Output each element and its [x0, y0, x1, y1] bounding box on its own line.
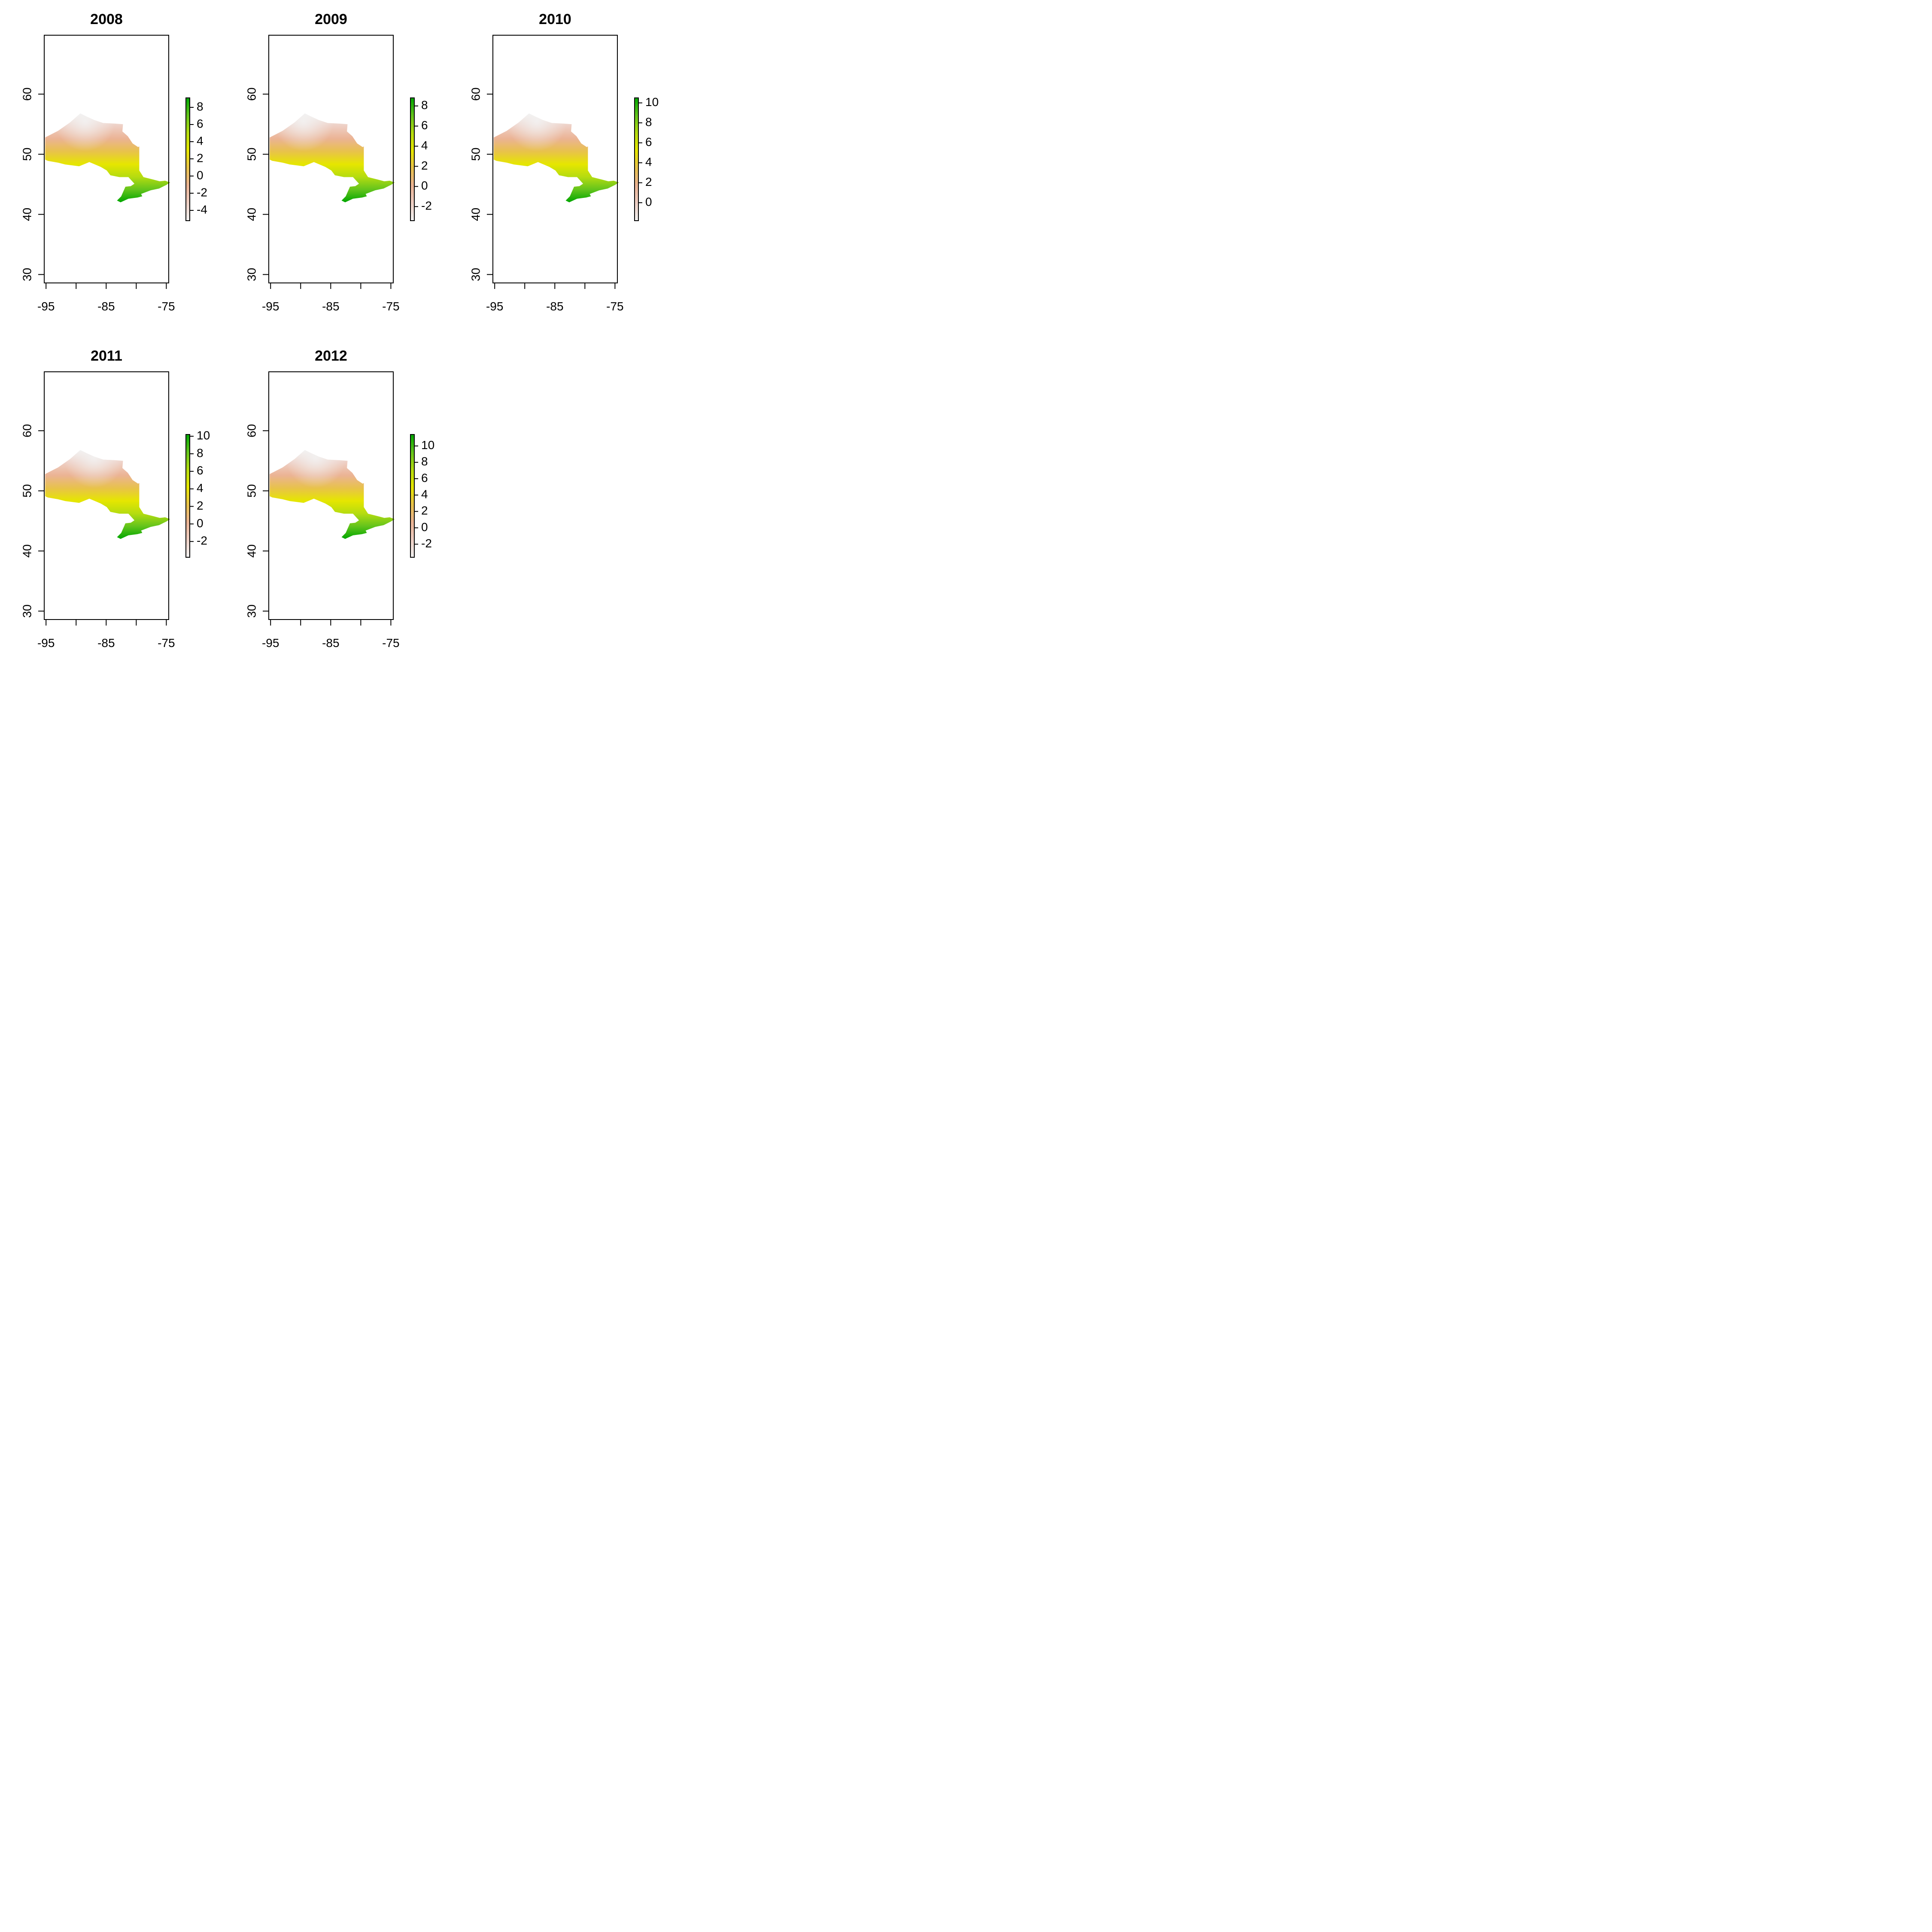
colorbar-tick-label: 8: [197, 446, 204, 459]
colorbar-tick-label: 6: [197, 117, 204, 130]
y-tick-label: 60: [245, 424, 258, 437]
raster-cold-spot: [45, 113, 170, 203]
panel-2012: 2012 -95 -85 -75 30 40 50 60 -2 0 2 4 6 8 10: [245, 348, 434, 650]
raster-cold-spot: [270, 113, 395, 203]
y-tick-label: 30: [20, 605, 33, 618]
raster-cold-spot: [270, 450, 395, 539]
raster-cold-spot: [45, 450, 170, 539]
y-tick-label: 30: [20, 268, 33, 281]
colorbar: [410, 434, 415, 558]
colorbar-tick-label: 6: [421, 118, 428, 132]
panel-title: 2008: [90, 11, 123, 27]
panel-2009: 2009 -95 -85 -75 30 40 50 60 -2 0 2 4 6 8: [245, 11, 432, 313]
colorbar-tick-label: 4: [197, 481, 204, 495]
colorbar-tick-label: 0: [197, 516, 204, 530]
x-tick-label: -95: [262, 636, 279, 650]
x-tick-label: -95: [486, 300, 503, 313]
colorbar-tick-label: 4: [645, 155, 652, 169]
y-tick-label: 50: [20, 484, 33, 498]
x-tick-label: -75: [158, 300, 175, 313]
y-tick-label: 60: [20, 88, 33, 101]
colorbar-tick-label: 4: [197, 134, 204, 147]
colorbar-tick-label: 10: [421, 438, 434, 452]
colorbar-tick-label: 4: [421, 487, 428, 501]
panel-2010: 2010 -95 -85 -75 30 40 50 60 0 2 4 6 8 10: [469, 11, 659, 313]
colorbar-tick-label: 6: [645, 135, 652, 149]
panel-title: 2011: [91, 348, 122, 364]
x-tick-label: -95: [262, 300, 279, 313]
panel-2008: 2008 -95 -85 -75 30 40 50 60 -4 -2 0 2 4 6 8: [20, 11, 207, 313]
colorbar-tick-label: 8: [421, 98, 428, 112]
colorbar: [410, 97, 415, 221]
y-tick-label: 60: [245, 88, 258, 101]
colorbar-tick-label: 2: [421, 504, 428, 517]
colorbar-tick-label: 0: [645, 195, 652, 209]
colorbar: [185, 97, 190, 221]
x-tick-label: -75: [158, 636, 175, 650]
colorbar-tick-label: 6: [197, 464, 204, 477]
y-tick-label: 30: [469, 268, 482, 281]
x-tick-label: -85: [546, 300, 563, 313]
colorbar-tick-label: 2: [645, 175, 652, 188]
y-tick-label: 50: [245, 148, 258, 161]
x-tick-label: -85: [322, 300, 339, 313]
colorbar-tick-label: 8: [421, 455, 428, 468]
y-tick-label: 60: [20, 424, 33, 437]
colorbar-tick-label: 10: [645, 95, 659, 109]
colorbar-tick-label: 4: [421, 139, 428, 152]
colorbar: [185, 434, 190, 558]
colorbar-tick-label: -2: [421, 537, 432, 550]
colorbar-tick-label: -4: [197, 203, 207, 216]
colorbar-tick-label: 6: [421, 471, 428, 484]
colorbar-tick-label: -2: [197, 185, 207, 199]
colorbar-tick-label: -2: [197, 534, 207, 547]
x-tick-label: -95: [37, 300, 55, 313]
x-tick-label: -95: [37, 636, 55, 650]
y-tick-label: 40: [245, 208, 258, 221]
y-tick-label: 40: [245, 544, 258, 558]
y-tick-label: 50: [245, 484, 258, 498]
panel-title: 2010: [539, 11, 571, 27]
colorbar-tick-label: 0: [197, 168, 204, 182]
colorbar-tick-label: 8: [197, 100, 204, 113]
x-tick-label: -85: [97, 636, 115, 650]
colorbar: [634, 97, 639, 221]
colorbar-tick-label: 0: [421, 179, 428, 192]
colorbar-tick-label: 10: [197, 428, 210, 442]
x-tick-label: -75: [382, 300, 399, 313]
y-tick-label: 30: [245, 605, 258, 618]
y-tick-label: 50: [469, 148, 482, 161]
panel-title: 2009: [315, 11, 347, 27]
colorbar-tick-label: 2: [197, 151, 204, 164]
colorbar-tick-label: 2: [197, 499, 204, 512]
y-tick-label: 40: [20, 544, 33, 558]
y-tick-label: 40: [469, 208, 482, 221]
panel-title: 2012: [315, 348, 347, 364]
colorbar-tick-label: 0: [421, 520, 428, 534]
colorbar-tick-label: 8: [645, 115, 652, 129]
y-tick-label: 40: [20, 208, 33, 221]
x-tick-label: -75: [382, 636, 399, 650]
colorbar-tick-label: -2: [421, 199, 432, 213]
panel-2011: 2011 -95 -85 -75 30 40 50 60 -2 0 2 4 6 8 10: [20, 348, 210, 650]
x-tick-label: -85: [322, 636, 339, 650]
x-tick-label: -75: [606, 300, 623, 313]
y-tick-label: 60: [469, 88, 482, 101]
x-tick-label: -85: [97, 300, 115, 313]
raster-cold-spot: [494, 113, 619, 203]
y-tick-label: 30: [245, 268, 258, 281]
colorbar-tick-label: 2: [421, 159, 428, 172]
y-tick-label: 50: [20, 148, 33, 161]
